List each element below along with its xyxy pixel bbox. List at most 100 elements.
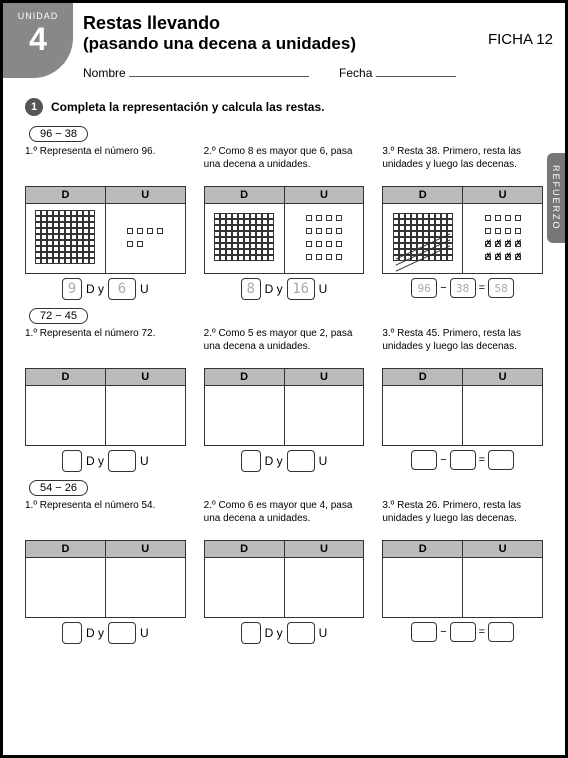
col-u: U (284, 541, 364, 558)
d-box[interactable]: 9 (62, 278, 82, 300)
col-u: U (284, 369, 364, 386)
du-answer: 9 D y 6 U (25, 278, 186, 300)
tens-cell (383, 204, 463, 274)
col-u: U (284, 187, 364, 204)
instruction-text: Completa la representación y calcula las… (51, 100, 324, 114)
d-box[interactable] (241, 622, 261, 644)
eq-b[interactable] (450, 450, 476, 470)
content: 1 Completa la representación y calcula l… (3, 80, 565, 644)
du-answer: D y U (25, 622, 186, 644)
name-row: Nombre Fecha (83, 66, 565, 80)
step-text: 3.º Resta 38. Primero, resta las unidade… (382, 146, 543, 184)
unit-tab: UNIDAD 4 (3, 3, 73, 78)
u-box[interactable] (287, 622, 315, 644)
d-box[interactable]: 8 (241, 278, 261, 300)
bullet-icon: 1 (25, 98, 43, 116)
eq-b[interactable] (450, 622, 476, 642)
tens-cell (26, 204, 106, 274)
equation: 96−38=58 (382, 278, 543, 298)
u-box[interactable] (108, 622, 136, 644)
step-text: 1.º Representa el número 72. (25, 328, 186, 366)
step: 3.º Resta 45. Primero, resta las unidade… (382, 328, 543, 472)
d-box[interactable] (241, 450, 261, 472)
step-text: 1.º Representa el número 54. (25, 500, 186, 538)
d-box[interactable] (62, 622, 82, 644)
fecha-input[interactable] (376, 76, 456, 77)
col-d: D (26, 541, 106, 558)
problem: 96 − 381.º Representa el número 96.DU9 D… (25, 124, 543, 300)
u-box[interactable]: 16 (287, 278, 315, 300)
step-text: 3.º Resta 26. Primero, resta las unidade… (382, 500, 543, 538)
problem-expr: 54 − 26 (29, 480, 88, 496)
du-table: DU (382, 540, 543, 618)
units-cell[interactable] (284, 386, 364, 446)
tens-cell[interactable] (26, 558, 106, 618)
du-answer: 8 D y 16 U (204, 278, 365, 300)
tens-cell[interactable] (204, 386, 284, 446)
equation: −= (382, 450, 543, 470)
tens-cell[interactable] (383, 558, 463, 618)
du-table: DU (382, 368, 543, 446)
du-table: DU (204, 186, 365, 274)
col-u: U (105, 541, 185, 558)
col-u: U (463, 369, 543, 386)
col-d: D (26, 187, 106, 204)
du-table: DU (25, 186, 186, 274)
units-cell[interactable] (463, 386, 543, 446)
eq-c[interactable] (488, 450, 514, 470)
eq-a[interactable] (411, 450, 437, 470)
d-box[interactable] (62, 450, 82, 472)
du-answer: D y U (25, 450, 186, 472)
unit-number: 4 (3, 21, 73, 58)
eq-c[interactable]: 58 (488, 278, 514, 298)
step-text: 2.º Como 8 es mayor que 6, pasa una dece… (204, 146, 365, 184)
step-text: 2.º Como 6 es mayor que 4, pasa una dece… (204, 500, 365, 538)
step: 1.º Representa el número 72.DU D y U (25, 328, 186, 472)
du-table: DU (382, 186, 543, 274)
units-cell[interactable] (284, 558, 364, 618)
tens-cell[interactable] (204, 558, 284, 618)
u-box[interactable] (108, 450, 136, 472)
units-cell[interactable] (105, 558, 185, 618)
units-cell[interactable] (463, 558, 543, 618)
eq-b[interactable]: 38 (450, 278, 476, 298)
problem: 54 − 261.º Representa el número 54.DU D … (25, 478, 543, 644)
eq-a[interactable]: 96 (411, 278, 437, 298)
units-cell (105, 204, 185, 274)
step-text: 1.º Representa el número 96. (25, 146, 186, 184)
step-text: 2.º Como 5 es mayor que 2, pasa una dece… (204, 328, 365, 366)
eq-a[interactable] (411, 622, 437, 642)
col-u: U (463, 187, 543, 204)
col-d: D (383, 541, 463, 558)
units-cell[interactable] (105, 386, 185, 446)
col-u: U (463, 541, 543, 558)
step: 3.º Resta 38. Primero, resta las unidade… (382, 146, 543, 300)
units-cell (463, 204, 543, 274)
nombre-input[interactable] (129, 76, 309, 77)
du-answer: D y U (204, 450, 365, 472)
unit-label: UNIDAD (3, 11, 73, 21)
problem: 72 − 451.º Representa el número 72.DU D … (25, 306, 543, 472)
tens-cell[interactable] (26, 386, 106, 446)
eq-c[interactable] (488, 622, 514, 642)
tens-cell (204, 204, 284, 274)
side-tab: REFUERZO (547, 153, 565, 243)
tens-cell[interactable] (383, 386, 463, 446)
step: 2.º Como 8 es mayor que 6, pasa una dece… (204, 146, 365, 300)
u-box[interactable]: 6 (108, 278, 136, 300)
problem-expr: 96 − 38 (29, 126, 88, 142)
step: 3.º Resta 26. Primero, resta las unidade… (382, 500, 543, 644)
u-box[interactable] (287, 450, 315, 472)
step-text: 3.º Resta 45. Primero, resta las unidade… (382, 328, 543, 366)
instruction-row: 1 Completa la representación y calcula l… (25, 98, 543, 116)
nombre-label: Nombre (83, 66, 126, 80)
problem-expr: 72 − 45 (29, 308, 88, 324)
col-u: U (105, 187, 185, 204)
step: 2.º Como 5 es mayor que 2, pasa una dece… (204, 328, 365, 472)
fecha-label: Fecha (339, 66, 372, 80)
col-d: D (383, 369, 463, 386)
units-cell (284, 204, 364, 274)
col-d: D (204, 541, 284, 558)
du-table: DU (25, 540, 186, 618)
du-table: DU (204, 368, 365, 446)
